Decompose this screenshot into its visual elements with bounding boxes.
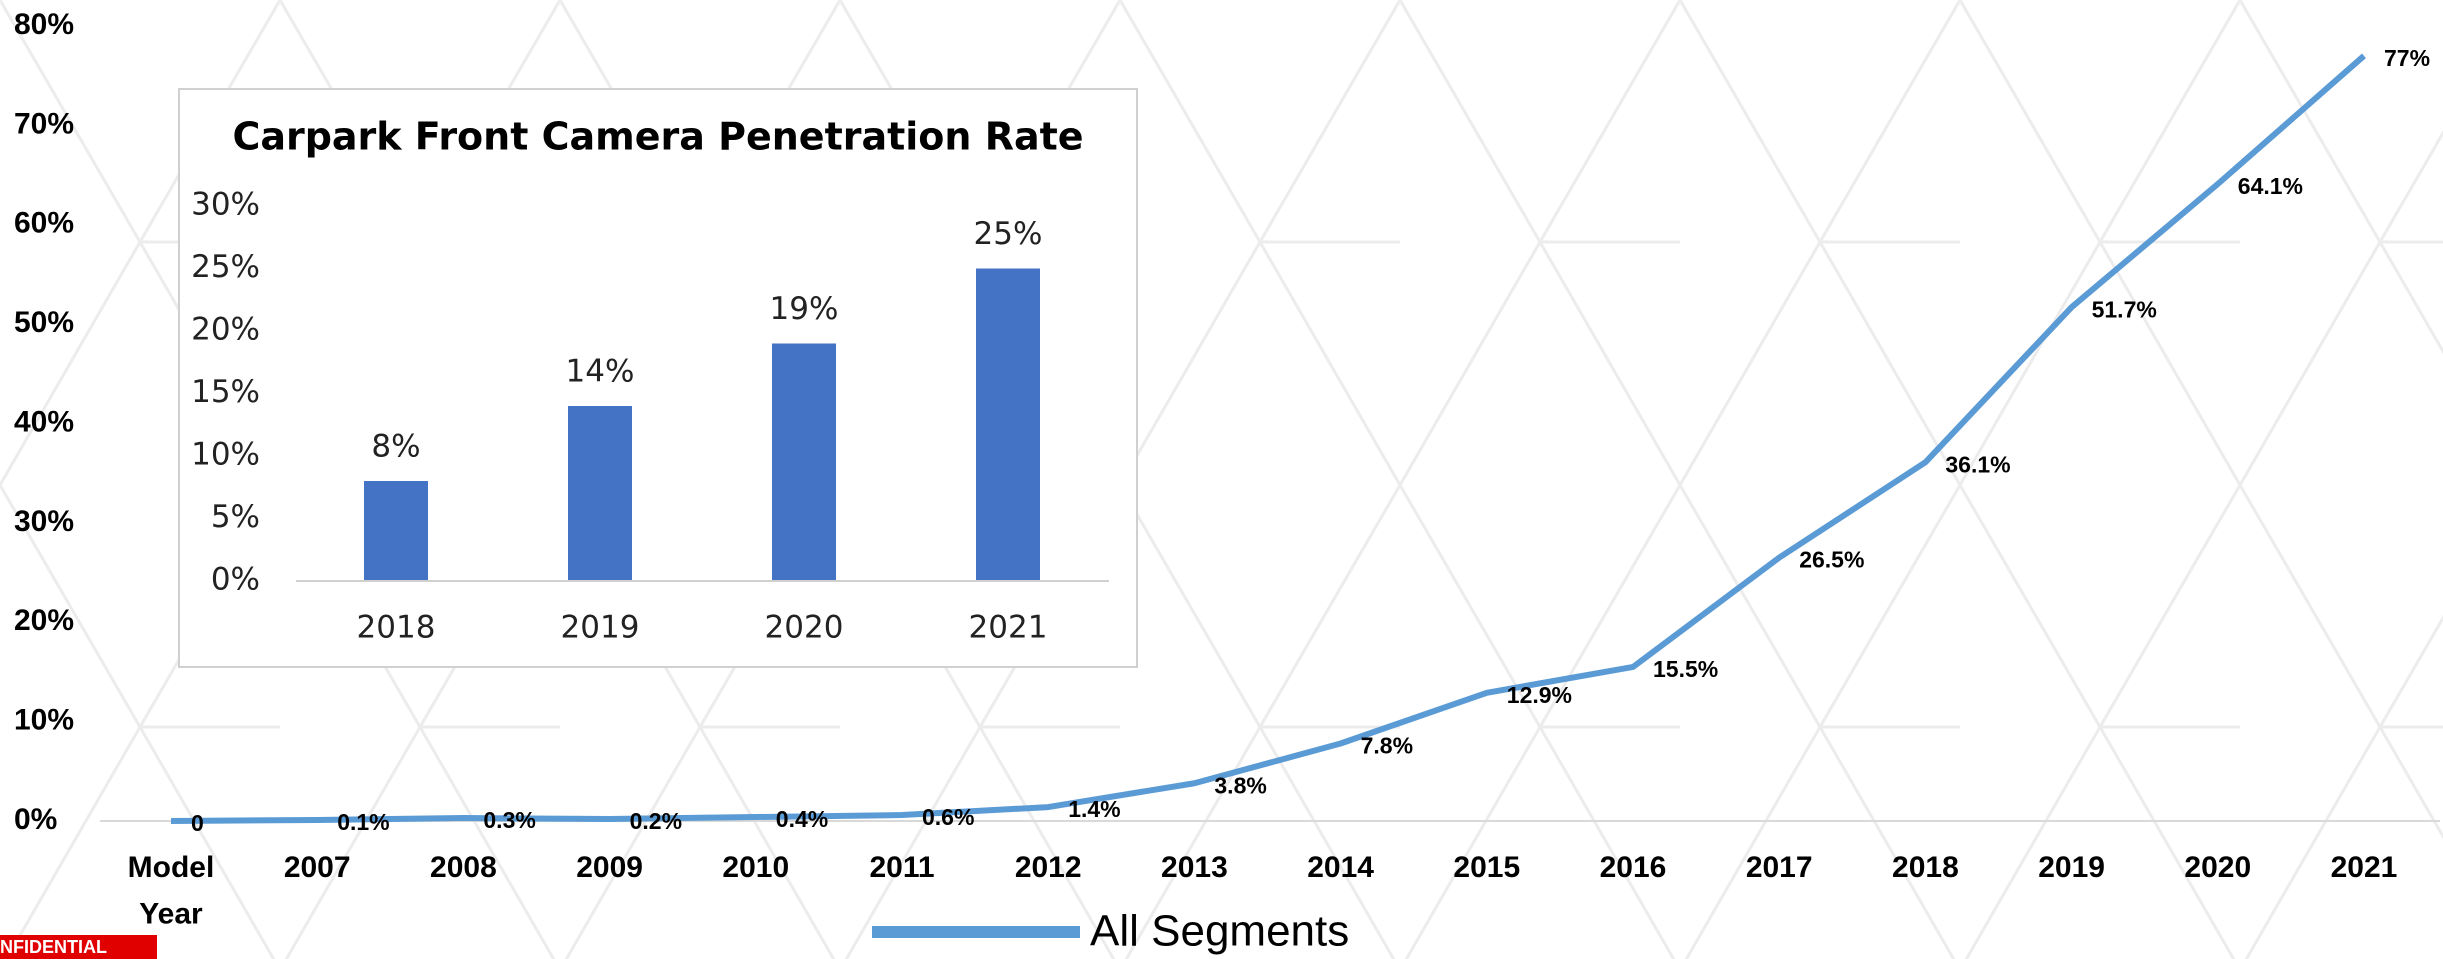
x-tick-label: 2019 — [561, 610, 640, 646]
x-tick-label: Model Year — [128, 851, 215, 931]
bar — [364, 481, 428, 581]
x-tick-label: 2016 — [1600, 851, 1667, 884]
data-label: 3.8% — [1214, 772, 1266, 798]
series-line — [170, 53, 2366, 824]
data-label: 51.7% — [2092, 296, 2157, 322]
x-tick-label: 2008 — [430, 851, 497, 884]
x-tick-label: 2010 — [722, 851, 789, 884]
y-tick-label: 60% — [14, 207, 74, 240]
x-tick-label: 2011 — [869, 851, 934, 884]
x-tick-label: 2014 — [1307, 851, 1374, 884]
x-tick-label: 2007 — [284, 851, 351, 884]
main-chart: 0% 10% 20% 30% 40% 50% 60% 70% 80% Model Year 2007 2… — [14, 8, 2440, 956]
data-label: 15.5% — [1653, 656, 1718, 682]
x-tick-label: 2015 — [1453, 851, 1520, 884]
data-label: 64.1% — [2238, 173, 2303, 199]
data-label: 0.3% — [483, 807, 535, 833]
data-label: 77% — [2384, 45, 2430, 71]
x-tick-label: 2021 — [2331, 851, 2398, 884]
bar — [772, 343, 836, 581]
data-label: 0 — [191, 810, 204, 836]
data-label: 0.1% — [337, 809, 389, 835]
bar — [976, 268, 1040, 581]
x-tick-label: 2019 — [2038, 851, 2105, 884]
badge-bg — [0, 935, 157, 959]
x-tick-label: 2018 — [1892, 851, 1959, 884]
data-label: 36.1% — [1945, 451, 2010, 477]
badge: NFIDENTIAL — [0, 937, 107, 957]
y-tick-label: 50% — [14, 306, 74, 339]
y-tick-label: 0% — [211, 562, 260, 598]
data-label: 0.6% — [922, 804, 974, 830]
y-tick-label: 20% — [14, 604, 74, 637]
y-tick-label: 10% — [14, 704, 74, 737]
y-tick-label: 80% — [14, 8, 74, 41]
y-tick-label: 10% — [191, 437, 260, 473]
inset-chart: Carpark Front Camera Penetration Rate 0% 5… — [178, 88, 1138, 668]
y-tick-label: 40% — [14, 405, 74, 438]
data-label: 0.4% — [776, 806, 828, 832]
data-label: 7.8% — [1361, 733, 1413, 759]
x-tick-label: 2013 — [1161, 851, 1228, 884]
y-tick-label: 70% — [14, 107, 74, 140]
data-label: 19% — [770, 291, 839, 327]
y-tick-label: 5% — [211, 499, 260, 535]
data-label: 8% — [371, 429, 420, 465]
data-label: 0.2% — [630, 808, 682, 834]
inset-title: Carpark Front Camera Penetration Rate — [232, 115, 1083, 159]
y-tick-label: 20% — [191, 312, 260, 348]
x-tick-label: 2012 — [1015, 851, 1082, 884]
data-label: 1.4% — [1068, 796, 1120, 822]
bar — [568, 406, 632, 581]
x-tick-label: 2020 — [765, 610, 844, 646]
y-tick-label: 25% — [191, 249, 260, 285]
y-tick-label: 30% — [14, 505, 74, 538]
x-tick-label: 2018 — [357, 610, 436, 646]
x-tick-label: 2020 — [2184, 851, 2251, 884]
data-label: 26.5% — [1799, 547, 1864, 573]
data-label: 25% — [974, 216, 1043, 252]
y-tick-label: 0% — [14, 803, 57, 836]
data-label: 12.9% — [1507, 682, 1572, 708]
x-tick-label: 2009 — [576, 851, 643, 884]
data-label: 14% — [566, 354, 635, 390]
y-tick-label: 15% — [191, 374, 260, 410]
x-tick-label: 2017 — [1746, 851, 1813, 884]
legend-label: All Segments — [1090, 907, 1349, 956]
y-tick-label: 30% — [191, 187, 260, 223]
x-tick-label: 2021 — [969, 610, 1048, 646]
